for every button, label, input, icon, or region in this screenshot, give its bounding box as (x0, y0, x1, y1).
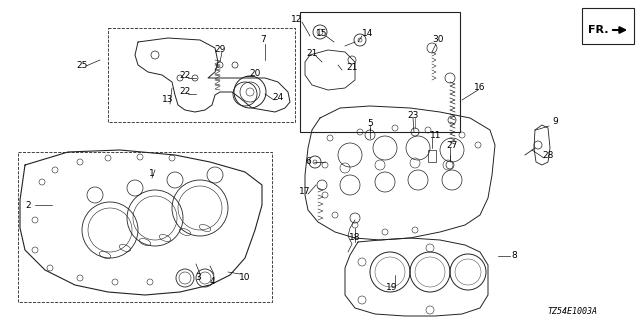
Bar (428, 150, 436, 162)
Text: 25: 25 (76, 60, 88, 69)
Text: 19: 19 (387, 284, 397, 292)
Bar (300, 12, 460, 132)
Text: 15: 15 (316, 28, 328, 37)
Bar (108, 28, 295, 122)
Text: 29: 29 (214, 45, 226, 54)
Text: 2: 2 (25, 201, 31, 210)
Text: 30: 30 (432, 36, 444, 44)
Text: 4: 4 (209, 277, 215, 286)
Text: 21: 21 (307, 49, 317, 58)
Text: 5: 5 (367, 119, 373, 129)
Text: 9: 9 (552, 117, 558, 126)
Bar (582, 8, 634, 44)
Text: 28: 28 (542, 150, 554, 159)
Text: 14: 14 (362, 28, 374, 37)
Text: 24: 24 (273, 93, 284, 102)
Text: 13: 13 (163, 95, 173, 105)
Text: 27: 27 (446, 140, 458, 149)
Text: 23: 23 (407, 110, 419, 119)
Text: 1: 1 (149, 170, 155, 179)
Text: 17: 17 (300, 188, 311, 196)
Text: 16: 16 (474, 83, 486, 92)
Text: 12: 12 (291, 15, 303, 25)
Text: 6: 6 (305, 157, 311, 166)
Text: 18: 18 (349, 234, 361, 243)
Text: TZ54E1003A: TZ54E1003A (547, 308, 597, 316)
Text: 11: 11 (430, 131, 442, 140)
Text: 22: 22 (179, 87, 191, 97)
Text: 20: 20 (250, 68, 260, 77)
Bar (18, 152, 272, 302)
Text: 10: 10 (239, 274, 251, 283)
Text: FR.: FR. (588, 25, 609, 35)
Text: 21: 21 (346, 63, 358, 73)
Text: 22: 22 (179, 71, 191, 81)
Text: 3: 3 (195, 274, 201, 283)
Text: 8: 8 (511, 252, 517, 260)
Text: 7: 7 (260, 36, 266, 44)
